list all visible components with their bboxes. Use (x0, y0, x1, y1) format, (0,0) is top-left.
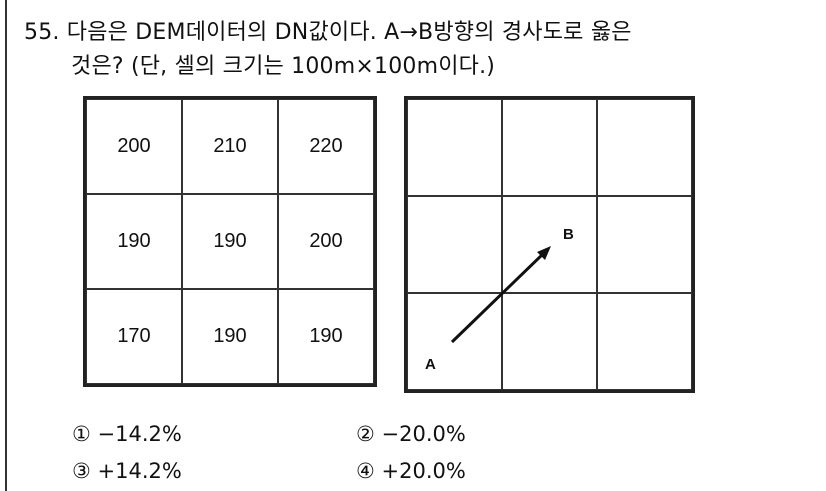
dem-cell: 190 (278, 289, 374, 384)
grid-cell (407, 293, 502, 390)
question-line-1: 55. 다음은 DEM데이터의 DN값이다. A→B방향의 경사도로 옳은 (24, 20, 632, 45)
dem-grid: 200 210 220 190 190 200 170 190 190 (83, 96, 377, 387)
dem-cell: 190 (182, 289, 278, 384)
option-2[interactable]: ② −20.0% (356, 422, 466, 446)
dem-cell: 220 (278, 99, 374, 194)
dem-cell: 170 (86, 289, 182, 384)
page-border (5, 0, 7, 491)
grid-cell (502, 99, 597, 196)
grid-cell (407, 99, 502, 196)
dem-cell: 210 (182, 99, 278, 194)
option-4[interactable]: ④ +20.0% (356, 459, 466, 483)
point-a-label: A (425, 356, 436, 373)
direction-grid (404, 96, 695, 393)
point-b-label: B (563, 226, 574, 243)
option-1[interactable]: ① −14.2% (72, 422, 182, 446)
grid-cell (407, 196, 502, 293)
dem-cell: 200 (278, 194, 374, 289)
grid-cell (597, 293, 692, 390)
grid-cell (502, 293, 597, 390)
question-line-2: 것은? (단, 셀의 크기는 100m×100m이다.) (71, 54, 496, 79)
dem-cell: 200 (86, 99, 182, 194)
option-3[interactable]: ③ +14.2% (72, 459, 182, 483)
grid-cell (597, 196, 692, 293)
dem-cell: 190 (86, 194, 182, 289)
grid-cell (502, 196, 597, 293)
grid-cell (597, 99, 692, 196)
dem-cell: 190 (182, 194, 278, 289)
